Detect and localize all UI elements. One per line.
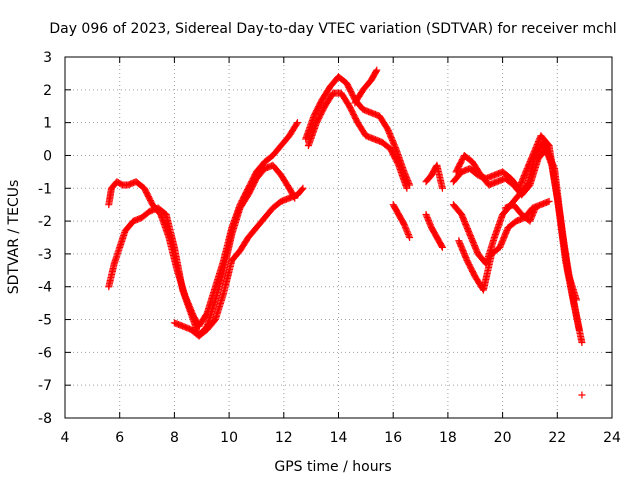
trace-marker [466,156,474,164]
trace-marker [544,198,552,206]
trace-marker [399,218,407,226]
trace-marker [219,291,227,299]
x-tick-label: 8 [170,430,179,446]
x-tick-label: 18 [439,430,457,446]
trace-marker [267,206,275,214]
trace-marker [219,268,227,276]
x-tick-label: 6 [115,430,124,446]
chart-title: Day 096 of 2023, Sidereal Day-to-day VTE… [49,21,616,37]
trace-marker [360,129,368,137]
trace-marker [437,241,445,249]
trace-marker [210,318,218,326]
trace-marker [147,198,155,206]
trace-marker [404,231,412,239]
trace-marker [530,207,538,215]
trace-marker [384,143,392,151]
x-tick-label: 20 [494,430,512,446]
trace-marker [178,284,186,292]
trace-marker [382,123,390,131]
trace-marker [138,182,146,190]
trace-marker [357,88,365,96]
trace-marker [470,270,478,278]
trace-marker [352,116,360,124]
trace-marker [393,208,401,216]
x-tick-label: 12 [275,430,293,446]
y-axis-label: SDTVAR / TECUs [6,180,22,295]
y-tick-label: 2 [43,83,52,99]
y-tick-label: -2 [38,214,52,230]
trace-marker [516,208,524,216]
trace-marker [475,169,483,177]
trace-marker [284,182,292,190]
trace-marker [510,219,518,227]
trace-marker [227,232,235,240]
trace-marker [298,185,306,193]
trace-marker [483,179,491,187]
trace-marker [292,121,300,129]
x-axis-label: GPS time / hours [274,459,391,475]
trace-marker [344,100,352,108]
data-point [578,391,586,399]
trace-marker [426,221,434,229]
trace-marker [393,159,401,167]
trace-marker [293,120,301,128]
y-tick-label: 3 [43,50,52,66]
x-tick-label: 24 [603,430,621,446]
trace-marker [456,208,464,216]
trace-marker [143,209,151,217]
x-tick-label: 10 [220,430,238,446]
data-layer [105,66,586,399]
trace-marker [170,242,178,250]
trace-marker [275,199,283,207]
trace-marker [438,183,446,191]
trace-marker [371,69,379,77]
trace-marker [259,160,267,168]
x-tick-label: 14 [330,430,348,446]
tick-layer [64,56,613,419]
trace-marker [211,297,219,305]
trace-marker [524,183,532,191]
y-tick-label: -1 [38,181,52,197]
trace-marker [251,177,259,185]
y-tick-label: 1 [43,116,52,132]
trace-marker [372,67,380,75]
trace-marker [402,183,410,191]
trace-marker [243,193,251,201]
trace-marker [507,179,515,187]
trace-marker [578,337,586,345]
trace-marker [575,324,583,332]
trace-marker [317,98,325,106]
y-tick-label: -8 [38,411,52,427]
trace-marker [115,245,123,253]
trace-marker [116,179,124,187]
trace-marker [283,134,291,142]
x-tick-label: 16 [384,430,402,446]
x-tick-label: 22 [548,430,566,446]
trace-marker [319,105,327,113]
y-tick-label: -7 [38,378,52,394]
y-tick-label: 0 [43,148,52,164]
trace-marker [201,327,209,335]
trace-marker [243,236,251,244]
grid-layer [65,57,612,418]
trace-marker [550,163,558,171]
y-tick-label: -4 [38,280,52,296]
trace-marker [432,231,440,239]
trace-marker [275,169,283,177]
y-tick-label: -6 [38,345,52,361]
trace-marker [340,77,348,85]
x-tick-label: 4 [61,430,70,446]
y-tick-label: -5 [38,313,52,329]
trace-marker [325,85,333,93]
trace-marker [234,249,242,257]
trace-marker [405,232,413,240]
trace-marker [110,261,118,269]
y-tick-label: -3 [38,247,52,263]
trace-marker [531,205,539,213]
trace-marker [267,153,275,161]
trace-marker [297,186,305,194]
trace-marker [438,242,446,250]
